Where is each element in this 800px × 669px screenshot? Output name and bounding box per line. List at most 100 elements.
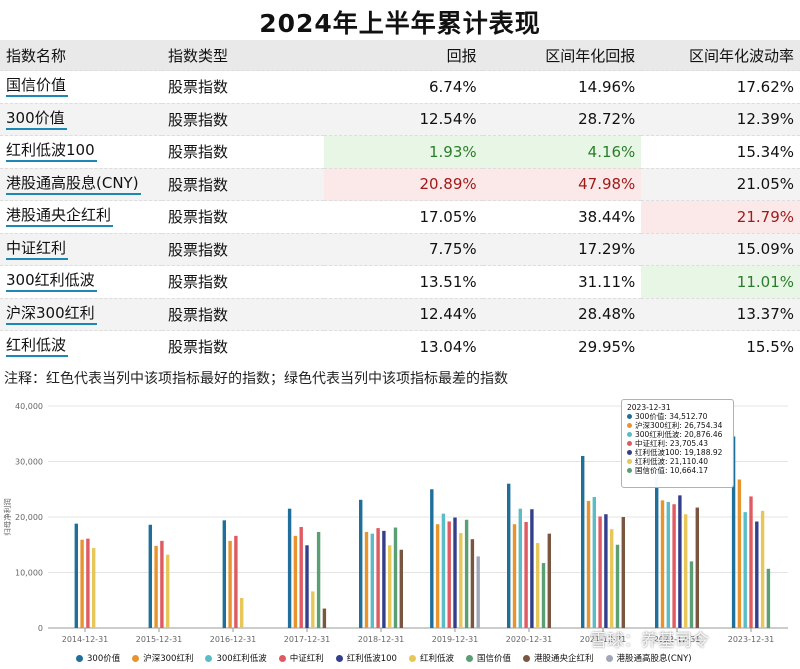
index-name: 沪深300红利 [6, 304, 97, 325]
bar [678, 495, 682, 628]
bar [322, 608, 327, 628]
bar [660, 500, 665, 628]
index-name-cell: 红利低波100 [0, 135, 162, 168]
bar [74, 523, 78, 628]
tooltip-dot-icon [627, 423, 632, 428]
bar [689, 561, 694, 628]
ann_ret-cell: 14.96% [482, 70, 642, 103]
bar [305, 545, 309, 628]
y-tick-label: 20,000 [15, 513, 43, 522]
x-tick-label: 2018-12-31 [358, 635, 405, 644]
bar [476, 556, 480, 628]
x-tick-label: 2017-12-31 [284, 635, 331, 644]
index-type-cell: 股票指数 [162, 102, 324, 136]
net-profit-bar-chart: 0 10,000 20,000 30,000 40,000 归母净利润 2014-12-31… [2, 402, 788, 644]
bar [655, 455, 659, 628]
index-name-cell: 港股通高股息(CNY) [0, 167, 162, 201]
legend-label: 300价值 [87, 654, 121, 664]
bar [541, 563, 546, 628]
ann_ret-cell: 4.16% [482, 135, 642, 168]
index-name: 中证红利 [6, 239, 69, 260]
tooltip-row: 300价值: 34,512.70 [627, 412, 728, 421]
bar [518, 508, 522, 628]
ann_ret-cell: 47.98% [482, 167, 642, 201]
bar [512, 524, 517, 628]
header-index-name: 指数名称 [0, 40, 162, 71]
legend-dot-icon [205, 655, 213, 662]
tooltip-label: 红利低波: 21,110.40 [635, 457, 709, 466]
legend-item[interactable]: 沪深300红利 [132, 652, 193, 664]
tooltip-label: 中证红利: 23,705.43 [635, 439, 709, 448]
bar [536, 543, 540, 628]
bar [287, 508, 292, 628]
bar [80, 539, 84, 628]
index-name: 红利低波 [6, 336, 69, 358]
legend-item[interactable]: 300价值 [76, 652, 120, 664]
legend-label: 港股通高股息(CNY) [616, 654, 692, 664]
legend-item[interactable]: 中证红利 [278, 652, 324, 664]
tooltip-row: 国信价值: 10,664.17 [627, 466, 728, 475]
tooltip-row: 红利低波100: 19,188.92 [627, 448, 728, 457]
table-header-row: 指数名称 指数类型 回报 区间年化回报 区间年化波动率 [0, 40, 800, 71]
bar [524, 521, 528, 628]
ret-cell: 12.54% [324, 102, 483, 136]
table-row: 300红利低波 股票指数 13.51% 31.11% 11.01% [0, 265, 800, 298]
ret-cell: 13.04% [324, 330, 483, 363]
page-title: 2024年上半年累计表现 [259, 9, 541, 38]
table-row: 300价值 股票指数 12.54% 28.72% 12.39% [0, 102, 800, 136]
header-return: 回报 [324, 40, 483, 71]
bar [86, 538, 90, 628]
legend-label: 沪深300红利 [143, 654, 194, 664]
x-tick-label: 2015-12-31 [136, 635, 183, 644]
bar [592, 497, 596, 628]
ret-cell: 7.75% [324, 232, 483, 266]
bar [441, 513, 446, 628]
y-axis-label: 归母净利润 [2, 498, 12, 536]
bar [755, 521, 759, 628]
ret-cell: 1.93% [324, 135, 483, 168]
legend-item[interactable]: 国信价值 [465, 652, 511, 664]
bar [166, 554, 170, 628]
bar [92, 548, 96, 628]
ann_ret-cell: 28.72% [482, 102, 642, 136]
y-tick-label: 10,000 [15, 569, 43, 578]
y-tick-label: 30,000 [15, 458, 43, 467]
bar [388, 545, 392, 628]
x-tick-label: 2022-12-31 [654, 635, 701, 644]
legend-dot-icon [605, 655, 613, 662]
table-row: 中证红利 股票指数 7.75% 17.29% 15.09% [0, 232, 800, 266]
y-tick-label: 0 [38, 624, 43, 633]
performance-table: 指数名称 指数类型 回报 区间年化回报 区间年化波动率 国信价值 股票指数 6.74… [0, 40, 800, 363]
index-type-cell: 股票指数 [162, 265, 324, 298]
bar [154, 545, 158, 628]
legend-item[interactable]: 红利低波 [408, 652, 454, 664]
index-name-cell: 中证红利 [0, 232, 162, 266]
tooltip-label: 红利低波100: 19,188.92 [635, 448, 723, 457]
bar [610, 529, 614, 628]
ann_vol-cell: 12.39% [641, 102, 800, 136]
bar [581, 455, 585, 628]
table-row: 沪深300红利 股票指数 12.44% 28.48% 13.37% [0, 297, 800, 331]
watermark: 雪球：养基司令 [590, 631, 709, 651]
y-tick-label: 40,000 [15, 402, 43, 411]
bar [621, 517, 625, 628]
bar [364, 531, 369, 628]
legend-label: 中证红利 [289, 654, 324, 664]
bar [743, 512, 747, 628]
legend-item[interactable]: 300红利低波 [205, 652, 267, 664]
legend-item[interactable]: 港股通高股息(CNY) [605, 652, 692, 664]
x-tick-label: 2016-12-31 [210, 635, 257, 644]
ret-cell: 12.44% [324, 297, 483, 331]
legend-dot-icon [335, 655, 343, 662]
table-row: 国信价值 股票指数 6.74% 14.96% 17.62% [0, 70, 800, 103]
bar [376, 528, 380, 628]
legend-item[interactable]: 红利低波100 [335, 652, 397, 664]
ann_vol-cell: 15.5% [641, 330, 800, 363]
legend-label: 红利低波 [419, 654, 454, 664]
bar [148, 524, 152, 628]
tooltip-row: 300红利低波: 20,876.46 [627, 430, 728, 439]
index-type-cell: 股票指数 [162, 70, 324, 103]
tooltip-label: 300红利低波: 20,876.46 [635, 430, 723, 439]
legend-item[interactable]: 港股通央企红利 [522, 652, 594, 664]
bar [760, 510, 765, 628]
